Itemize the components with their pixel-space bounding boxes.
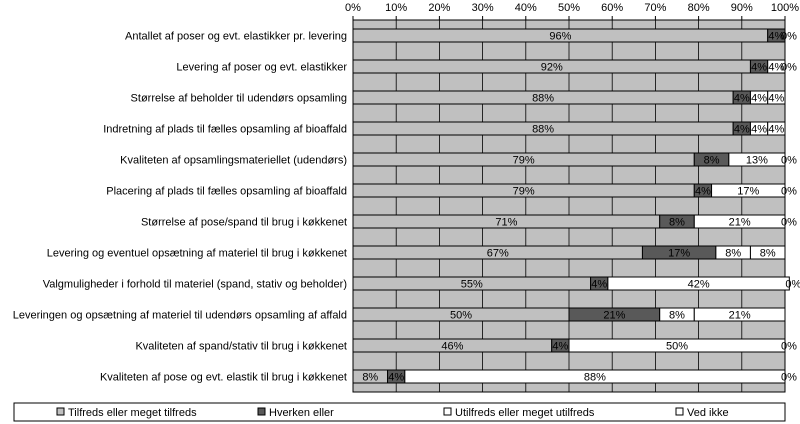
x-tick-label: 40% — [515, 2, 537, 14]
data-label: 0% — [781, 341, 797, 353]
x-tick-label: 80% — [688, 2, 710, 14]
data-label: 8% — [669, 217, 685, 229]
category-label: Antallet af poser og evt. elastikker pr.… — [125, 31, 347, 43]
data-label: 88% — [532, 124, 554, 136]
data-label: 13% — [746, 155, 768, 167]
category-label: Placering af plads til fælles opsamling … — [106, 186, 347, 198]
legend-swatch — [675, 407, 684, 416]
bar-segment — [767, 59, 786, 74]
category-label: Valgmuligheder i forhold til materiel (s… — [43, 279, 347, 291]
data-label: 0% — [781, 155, 797, 167]
x-tick-label: 0% — [345, 2, 361, 14]
data-label: 21% — [729, 217, 751, 229]
category-label: Indretning af plads til fælles opsamling… — [103, 124, 347, 136]
x-tick-label: 100% — [771, 2, 799, 14]
data-label: 42% — [688, 279, 710, 291]
data-label: 79% — [513, 155, 535, 167]
data-label: 4% — [768, 62, 784, 74]
x-tick-label: 10% — [385, 2, 407, 14]
x-tick-label: 50% — [558, 2, 580, 14]
data-label: 4% — [734, 124, 750, 136]
bar-segment — [749, 245, 786, 260]
x-tick-label: 30% — [472, 2, 494, 14]
legend-label: Hverken eller — [269, 407, 334, 419]
category-label: Størrelse af pose/spand til brug i køkke… — [141, 217, 347, 229]
data-label: 4% — [751, 62, 767, 74]
data-label: 4% — [751, 93, 767, 105]
data-label: 88% — [532, 93, 554, 105]
category-label: Kvaliteten af spand/stativ til brug i kø… — [135, 341, 347, 353]
data-label: 0% — [781, 186, 797, 198]
legend: Tilfreds eller meget tilfreds Hverken ell… — [13, 402, 786, 422]
x-tick-label: 90% — [731, 2, 753, 14]
data-label: 0% — [781, 31, 797, 43]
bar-segment — [693, 307, 786, 322]
x-axis-ticks: 0% 10% 20% 30% 40% 50% 60% 70% 80% 90% 100% — [345, 2, 799, 20]
data-label: 96% — [549, 31, 571, 43]
bar-segment — [728, 152, 786, 167]
data-label: 4% — [695, 186, 711, 198]
category-label: Størrelse af beholder til udendørs opsam… — [131, 93, 347, 105]
legend-box — [13, 402, 786, 422]
x-tick-label: 60% — [601, 2, 623, 14]
data-label: 92% — [541, 62, 563, 74]
bar-segment — [693, 214, 786, 229]
data-label: 0% — [781, 372, 797, 384]
data-label: 46% — [441, 341, 463, 353]
data-label: 8% — [669, 310, 685, 322]
data-label: 8% — [362, 372, 378, 384]
legend-swatch — [257, 407, 266, 416]
data-label: 4% — [768, 124, 784, 136]
legend-label: Utilfreds eller meget utilfreds — [455, 407, 595, 419]
data-label: 8% — [725, 248, 741, 260]
bar-segment — [767, 28, 786, 43]
gridlines — [352, 20, 786, 392]
data-label: 0% — [781, 217, 797, 229]
data-label: 55% — [461, 279, 483, 291]
bars — [352, 28, 790, 384]
category-label: Leveringen og opsætning af materiel til … — [13, 310, 347, 322]
bar-segment — [607, 276, 790, 291]
bar-segment — [404, 369, 786, 384]
legend-label: Tilfreds eller meget tilfreds — [68, 407, 197, 419]
data-label: 17% — [668, 248, 690, 260]
data-label: 21% — [729, 310, 751, 322]
data-label: 50% — [450, 310, 472, 322]
data-label: 0% — [781, 62, 797, 74]
legend-swatch — [443, 407, 452, 416]
bar-segment — [568, 338, 786, 353]
data-label: 21% — [603, 310, 625, 322]
data-label: 8% — [760, 248, 776, 260]
category-labels: Antallet af poser og evt. elastikker pr.… — [13, 31, 348, 384]
category-label: Kvaliteten af pose og evt. elastik til b… — [100, 372, 347, 384]
data-label: 4% — [734, 93, 750, 105]
bar-labels: 96% 4%0%92% 4% 4%0%88% 4% 4% 4%88% 4% 4% 4%79% 8% 1… — [362, 31, 800, 384]
legend-label: Ved ikke — [687, 407, 729, 419]
x-tick-label: 70% — [644, 2, 666, 14]
data-label: 8% — [704, 155, 720, 167]
bar-segment — [767, 90, 786, 105]
data-label: 88% — [584, 372, 606, 384]
bar-segment — [711, 183, 786, 198]
data-label: 17% — [737, 186, 759, 198]
category-label: Levering af poser og evt. elastikker — [176, 62, 347, 74]
data-label: 71% — [495, 217, 517, 229]
data-label: 0% — [785, 279, 800, 291]
category-label: Kvaliteten af opsamlingsmateriellet (ude… — [120, 155, 347, 167]
data-label: 67% — [487, 248, 509, 260]
data-label: 4% — [768, 93, 784, 105]
data-label: 4% — [591, 279, 607, 291]
data-label: 79% — [513, 186, 535, 198]
legend-swatch — [56, 407, 65, 416]
data-label: 4% — [388, 372, 404, 384]
data-label: 4% — [768, 31, 784, 43]
x-tick-label: 20% — [428, 2, 450, 14]
data-label: 50% — [666, 341, 688, 353]
bar-segment — [767, 121, 786, 136]
data-label: 4% — [552, 341, 568, 353]
category-label: Levering og eventuel opsætning af materi… — [47, 248, 347, 260]
data-label: 4% — [751, 124, 767, 136]
